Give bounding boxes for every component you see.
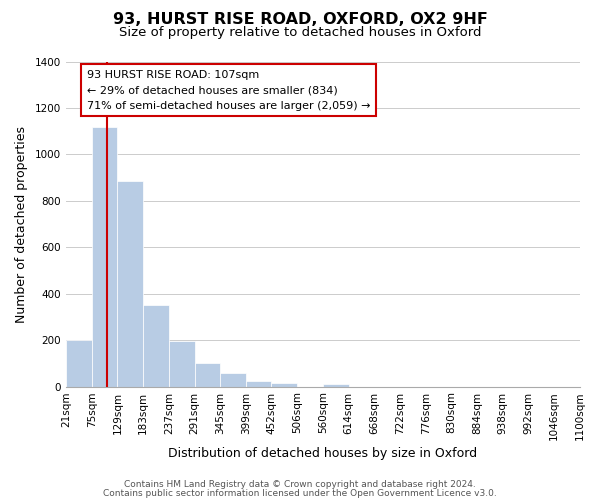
Bar	[271, 383, 297, 386]
Text: Contains HM Land Registry data © Crown copyright and database right 2024.: Contains HM Land Registry data © Crown c…	[124, 480, 476, 489]
Bar	[323, 384, 349, 386]
X-axis label: Distribution of detached houses by size in Oxford: Distribution of detached houses by size …	[169, 447, 478, 460]
Bar	[194, 364, 220, 386]
Bar	[92, 126, 118, 386]
Text: Contains public sector information licensed under the Open Government Licence v3: Contains public sector information licen…	[103, 488, 497, 498]
Bar	[118, 181, 143, 386]
Bar	[246, 381, 271, 386]
Text: Size of property relative to detached houses in Oxford: Size of property relative to detached ho…	[119, 26, 481, 39]
Bar	[169, 342, 194, 386]
Bar	[220, 374, 246, 386]
Text: 93, HURST RISE ROAD, OXFORD, OX2 9HF: 93, HURST RISE ROAD, OXFORD, OX2 9HF	[113, 12, 487, 28]
Bar	[143, 306, 169, 386]
Y-axis label: Number of detached properties: Number of detached properties	[15, 126, 28, 322]
Text: 93 HURST RISE ROAD: 107sqm
← 29% of detached houses are smaller (834)
71% of sem: 93 HURST RISE ROAD: 107sqm ← 29% of deta…	[86, 70, 370, 111]
Bar	[66, 340, 92, 386]
